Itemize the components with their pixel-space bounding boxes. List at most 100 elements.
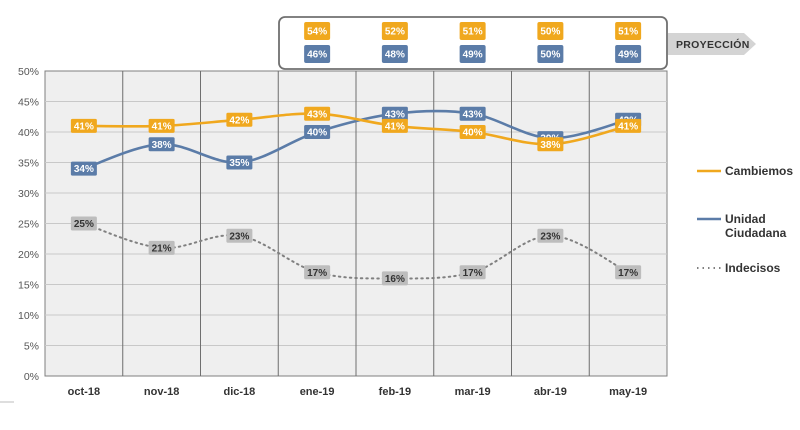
- projection-value-unidad-ciudadana: 49%: [618, 50, 638, 61]
- x-tick-label: nov-18: [144, 386, 179, 398]
- legend-label: Unidad Ciudadana: [725, 212, 787, 240]
- x-axis: oct-18 nov-18 dic-18 ene-19 feb-19 mar-19 abr-…: [0, 386, 647, 403]
- legend-label: Indecisos: [725, 261, 781, 275]
- projection-cambiemos: 51%: [459, 22, 486, 40]
- data-label-unidad-ciudadana: 35%: [226, 155, 253, 170]
- data-label-text: 41%: [152, 122, 172, 133]
- data-label-unidad-ciudadana: 38%: [148, 137, 175, 152]
- x-tick-label: ene-19: [300, 386, 335, 398]
- legend-item-unidad-ciudadana: Unidad Ciudadana: [697, 212, 787, 240]
- legend-item-indecisos: Indecisos: [697, 261, 781, 275]
- data-label-box: [226, 112, 253, 127]
- y-axis: 0% 5% 10% 15% 20% 25% 30% 35% 40% 45% 50%: [18, 66, 39, 383]
- data-label-text: 43%: [385, 109, 405, 120]
- x-tick-label: feb-19: [379, 386, 411, 398]
- data-label-unidad-ciudadana: 43%: [381, 106, 408, 121]
- data-label-cambiemos: 42%: [226, 112, 253, 127]
- data-label-box: [459, 125, 486, 139]
- data-label-box: [615, 118, 642, 133]
- projection-box-unidad-ciudadana: [459, 45, 486, 63]
- data-label-box: [615, 265, 642, 280]
- y-tick-label: 45%: [18, 97, 39, 109]
- projection-unidad-ciudadana: 48%: [381, 45, 408, 63]
- projection-box-unidad-ciudadana: [537, 45, 564, 63]
- data-label-box: [70, 216, 97, 231]
- projection-box-cambiemos: [304, 22, 331, 40]
- data-label-text: 34%: [74, 164, 94, 175]
- grid-lines: [45, 71, 667, 376]
- data-label-box: [304, 106, 331, 121]
- y-tick-label: 50%: [18, 66, 39, 78]
- data-label-box: [459, 106, 486, 121]
- data-label-cambiemos: 41%: [615, 118, 642, 133]
- projection-arrow: [668, 33, 756, 55]
- data-label-text: 38%: [540, 140, 560, 151]
- data-label-text: 25%: [74, 219, 94, 230]
- projection-value-cambiemos: 52%: [385, 27, 405, 38]
- legend-label: Cambiemos: [725, 164, 793, 178]
- projection-box-cambiemos: [537, 22, 564, 40]
- data-label-text: 17%: [463, 268, 483, 279]
- data-label-box: [537, 228, 564, 243]
- legend: Cambiemos Unidad Ciudadana Indecisos: [697, 164, 793, 275]
- x-tick-label: oct-18: [68, 386, 100, 398]
- legend-item-cambiemos: Cambiemos: [697, 164, 793, 178]
- projection-box: 54% 46% 52% 48% 51% 49% 50% 50% 51% 49% PROYECCIÓN: [278, 16, 756, 70]
- projection-box-cambiemos: [459, 22, 486, 40]
- data-label-box: [70, 161, 97, 176]
- y-tick-label: 20%: [18, 249, 39, 261]
- data-label-text: 41%: [74, 122, 94, 133]
- projection-cambiemos: 52%: [381, 22, 408, 40]
- y-tick-label: 0%: [24, 371, 39, 383]
- data-label-indecisos: 17%: [304, 265, 331, 280]
- data-label-box: [381, 118, 408, 133]
- data-label-text: 35%: [229, 158, 249, 169]
- data-label-unidad-ciudadana: 34%: [70, 161, 97, 176]
- y-tick-label: 35%: [18, 158, 39, 170]
- projection-value-cambiemos: 51%: [463, 27, 483, 38]
- data-label-indecisos: 16%: [381, 271, 408, 286]
- data-label-box: [381, 271, 408, 286]
- projection-label: PROYECCIÓN: [676, 38, 750, 51]
- projection-cambiemos: 54%: [304, 22, 331, 40]
- projection-value-cambiemos: 50%: [540, 27, 560, 38]
- data-label-text: 17%: [307, 268, 327, 279]
- projection-value-unidad-ciudadana: 46%: [307, 50, 327, 61]
- projection-cambiemos: 50%: [537, 22, 564, 40]
- data-label-text: 40%: [307, 128, 327, 139]
- data-label-text: 16%: [385, 274, 405, 285]
- y-tick-label: 10%: [18, 310, 39, 322]
- data-label-text: 38%: [152, 140, 172, 151]
- x-tick-label: may-19: [609, 386, 647, 398]
- x-tick-label: abr-19: [534, 386, 567, 398]
- y-tick-label: 15%: [18, 280, 39, 292]
- projection-unidad-ciudadana: 49%: [615, 45, 642, 63]
- data-label-text: 41%: [618, 122, 638, 133]
- data-label-box: [148, 118, 175, 133]
- projection-value-unidad-ciudadana: 49%: [463, 50, 483, 61]
- projection-value-unidad-ciudadana: 50%: [540, 50, 560, 61]
- data-label-box: [304, 265, 331, 280]
- data-label-box: [537, 137, 564, 152]
- data-label-unidad-ciudadana: 40%: [304, 125, 331, 139]
- data-label-text: 21%: [152, 244, 172, 255]
- data-label-indecisos: 23%: [537, 228, 564, 243]
- projection-unidad-ciudadana: 49%: [459, 45, 486, 63]
- data-label-text: 43%: [463, 109, 483, 120]
- data-label-box: [226, 155, 253, 170]
- y-tick-label: 30%: [18, 188, 39, 200]
- y-tick-label: 25%: [18, 219, 39, 231]
- projection-unidad-ciudadana: 50%: [537, 45, 564, 63]
- data-label-indecisos: 21%: [148, 240, 175, 255]
- projection-frame: [278, 16, 668, 70]
- data-label-box: [148, 137, 175, 152]
- y-tick-label: 40%: [18, 127, 39, 139]
- projection-cambiemos: 51%: [615, 22, 642, 40]
- data-label-indecisos: 17%: [615, 265, 642, 280]
- data-label-box: [226, 228, 253, 243]
- data-label-text: 42%: [229, 115, 249, 126]
- data-label-box: [459, 265, 486, 280]
- data-label-unidad-ciudadana: 43%: [459, 106, 486, 121]
- data-labels: 25% 21% 23% 17% 16% 17% 23% 17% 34% 38% 35% 40% 43% 4…: [70, 106, 642, 286]
